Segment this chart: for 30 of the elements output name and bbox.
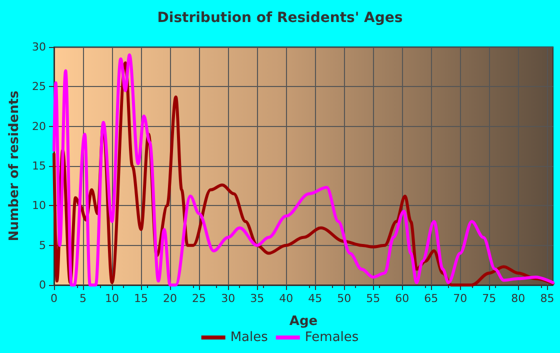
legend-label: Females	[304, 330, 359, 345]
x-tick-label: 65	[424, 292, 438, 305]
x-tick-label: 75	[482, 292, 496, 305]
x-tick-label: 0	[50, 292, 58, 305]
x-tick-label: 70	[453, 292, 468, 305]
x-tick-label: 30	[221, 292, 236, 305]
x-tick-label: 85	[540, 292, 554, 305]
x-tick-label: 45	[308, 292, 322, 305]
y-tick-label: 25	[32, 80, 46, 94]
y-tick-label: 5	[39, 238, 46, 252]
y-tick-label: 30	[32, 40, 46, 54]
y-tick-label: 20	[32, 120, 46, 133]
x-tick-label: 40	[279, 292, 294, 305]
x-tick-label: 35	[250, 292, 264, 305]
x-tick-label: 5	[80, 292, 87, 305]
x-tick-label: 50	[337, 292, 352, 305]
y-tick-label: 10	[32, 199, 46, 212]
x-tick-label: 15	[134, 292, 148, 305]
x-tick-label: 25	[192, 292, 206, 305]
legend-label: Males	[230, 330, 268, 345]
y-tick-label: 0	[39, 278, 46, 292]
y-tick-label: 15	[32, 160, 46, 172]
x-tick-label: 80	[511, 292, 526, 305]
chart-title: Distribution of Residents' Ages	[157, 10, 403, 26]
x-tick-label: 10	[105, 292, 120, 305]
x-tick-label: 20	[163, 292, 178, 305]
y-axis-title: Number of residents	[7, 90, 22, 242]
x-tick-label: 55	[366, 292, 380, 305]
x-axis-title: Age	[289, 314, 318, 329]
x-tick-label: 60	[395, 292, 410, 305]
